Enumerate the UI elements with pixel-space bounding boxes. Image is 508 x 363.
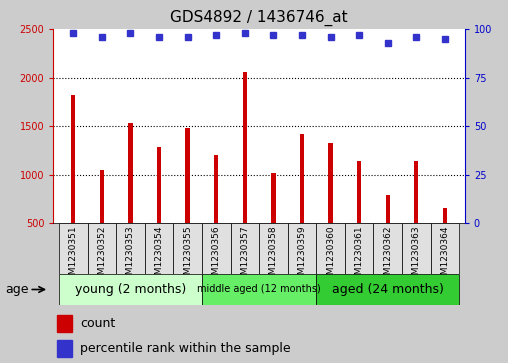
Bar [345, 223, 373, 274]
Text: GSM1230351: GSM1230351 [69, 226, 78, 286]
Text: GSM1230354: GSM1230354 [154, 226, 164, 286]
Bar [71, 95, 76, 272]
Bar [87, 223, 116, 274]
Bar [442, 208, 447, 272]
Title: GDS4892 / 1436746_at: GDS4892 / 1436746_at [170, 10, 348, 26]
Bar [431, 223, 459, 274]
Bar [402, 223, 431, 274]
Bar [373, 223, 402, 274]
Text: GSM1230360: GSM1230360 [326, 226, 335, 286]
Bar [386, 195, 390, 272]
Bar [288, 223, 316, 274]
Bar [100, 170, 104, 272]
Bar [259, 223, 288, 274]
Text: GSM1230357: GSM1230357 [240, 226, 249, 286]
Bar [59, 223, 87, 274]
Text: GSM1230356: GSM1230356 [212, 226, 220, 286]
Bar [357, 161, 361, 272]
Bar [271, 173, 275, 272]
Bar [57, 340, 72, 357]
Bar [300, 134, 304, 272]
Text: GSM1230363: GSM1230363 [412, 226, 421, 286]
Bar [328, 143, 333, 272]
Text: count: count [80, 318, 115, 330]
Text: GSM1230352: GSM1230352 [98, 226, 106, 286]
Text: GSM1230364: GSM1230364 [440, 226, 449, 286]
Bar [414, 161, 419, 272]
Text: GSM1230355: GSM1230355 [183, 226, 192, 286]
Bar [316, 274, 459, 305]
Text: GSM1230361: GSM1230361 [355, 226, 364, 286]
Text: GSM1230359: GSM1230359 [298, 226, 306, 286]
Bar [243, 72, 247, 272]
Bar [185, 128, 190, 272]
Text: GSM1230362: GSM1230362 [383, 226, 392, 286]
Bar [202, 223, 231, 274]
Bar [59, 274, 202, 305]
Text: young (2 months): young (2 months) [75, 283, 186, 296]
Text: aged (24 months): aged (24 months) [332, 283, 443, 296]
Text: GSM1230353: GSM1230353 [126, 226, 135, 286]
Text: middle aged (12 months): middle aged (12 months) [197, 285, 321, 294]
Text: GSM1230358: GSM1230358 [269, 226, 278, 286]
Text: age: age [5, 283, 29, 296]
Text: percentile rank within the sample: percentile rank within the sample [80, 342, 291, 355]
Bar [173, 223, 202, 274]
Bar [157, 147, 161, 272]
Bar [129, 123, 133, 272]
Bar [202, 274, 316, 305]
Bar [214, 155, 218, 272]
Bar [145, 223, 173, 274]
Bar [316, 223, 345, 274]
Bar [231, 223, 259, 274]
Bar [57, 315, 72, 332]
Bar [116, 223, 145, 274]
